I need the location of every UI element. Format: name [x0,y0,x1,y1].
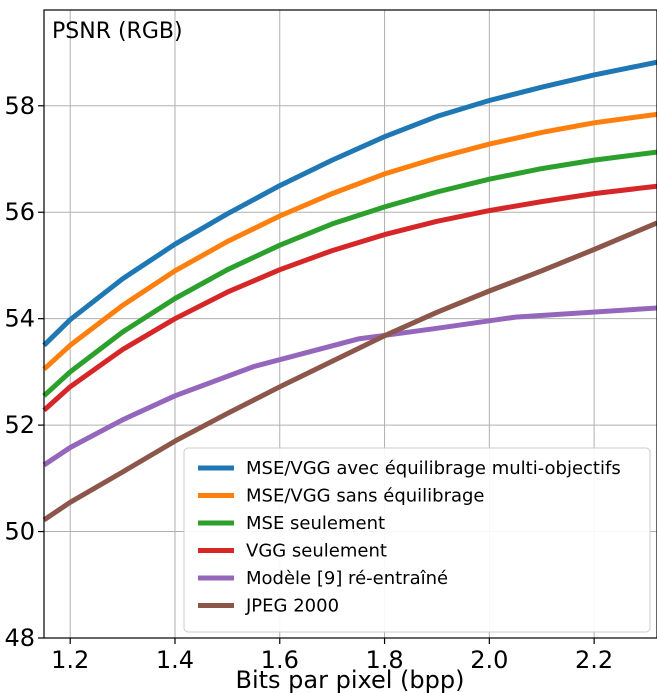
y-tick-label: 50 [4,518,35,546]
legend-label: VGG seulement [246,541,387,562]
legend-label: MSE/VGG sans équilibrage [246,486,485,507]
grid-lines [44,10,657,639]
x-tick-label: 1.8 [365,646,403,674]
x-tick-label: 2.0 [470,646,508,674]
series-line [42,183,657,413]
x-tick-label: 1.4 [156,646,194,674]
y-tick-label: 56 [4,198,35,226]
y-tick-label: 52 [4,411,35,439]
legend-label: MSE/VGG avec équilibrage multi-objectifs [246,458,621,479]
series-line [42,149,657,398]
chart-title: PSNR (RGB) [52,19,183,44]
series-line [42,220,657,522]
x-tick-label: 1.2 [51,646,89,674]
x-tick-label: 1.6 [261,646,299,674]
legend-box [183,447,651,633]
legend-label: JPEG 2000 [245,596,339,617]
legend: MSE/VGG avec équilibrage multi-objectifs… [183,447,651,633]
series-line [42,59,657,348]
axis-ticks: 1.2 1.4 1.6 1.8 2.0 2.2 48 50 52 54 56 58 [4,92,613,674]
legend-label: MSE seulement [246,513,385,534]
legend-label: Modèle [9] ré-entraîné [246,568,448,589]
series-line [42,305,657,468]
y-tick-label: 58 [4,92,35,120]
y-tick-label: 54 [4,305,35,333]
plot-frame [43,9,657,639]
series-line [42,111,657,372]
y-tick-label: 48 [4,624,35,652]
x-axis-label: Bits par pixel (bpp) [236,666,465,693]
x-tick-label: 2.2 [575,646,613,674]
series-lines [42,59,657,522]
